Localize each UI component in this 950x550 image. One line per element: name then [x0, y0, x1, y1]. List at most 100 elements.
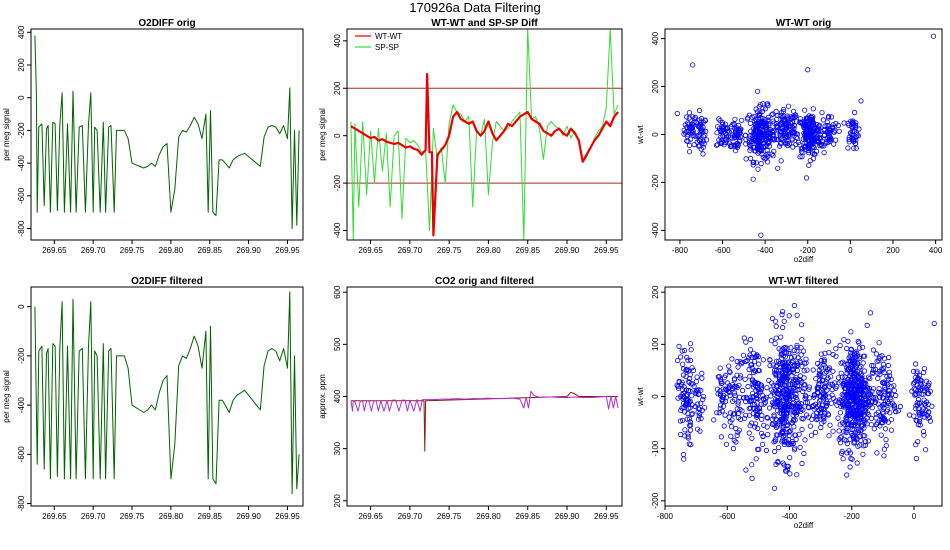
data-point — [781, 318, 787, 324]
data-point — [698, 115, 705, 122]
data-point — [681, 347, 688, 354]
data-point — [781, 117, 788, 123]
data-point — [755, 353, 761, 360]
y-tick-label: 300 — [333, 441, 342, 455]
data-point — [910, 381, 917, 387]
y-axis-label: per meg signal — [2, 370, 11, 423]
data-point — [799, 336, 805, 343]
data-point — [685, 357, 691, 363]
data-point — [754, 405, 760, 411]
data-point — [686, 149, 693, 155]
y-axis-label: per meg signal — [318, 108, 327, 161]
data-point — [796, 431, 802, 437]
data-point — [721, 423, 727, 429]
data-point — [884, 408, 890, 414]
series-line-sp-sp — [350, 29, 619, 240]
data-point — [782, 439, 788, 445]
data-point — [718, 434, 725, 440]
data-point — [921, 432, 927, 438]
series-line-wt-wt — [350, 72, 619, 237]
data-point — [784, 122, 790, 128]
data-point — [817, 393, 824, 399]
data-point — [814, 384, 820, 391]
data-point — [780, 460, 786, 466]
data-point — [792, 445, 798, 451]
data-point — [783, 416, 789, 422]
data-point — [749, 435, 755, 441]
data-point — [842, 404, 849, 410]
data-point — [755, 166, 761, 172]
data-point — [752, 128, 759, 134]
data-point — [810, 106, 817, 112]
data-point — [806, 162, 812, 168]
data-point — [888, 384, 894, 390]
data-point — [720, 386, 726, 392]
data-point — [683, 398, 690, 404]
data-point — [742, 376, 748, 382]
data-point — [747, 336, 754, 342]
data-point — [825, 338, 832, 345]
data-point — [781, 441, 788, 447]
data-point — [785, 103, 792, 109]
data-point — [821, 150, 827, 156]
data-point — [775, 112, 781, 119]
data-point — [826, 126, 832, 132]
data-point — [851, 432, 857, 438]
data-point — [766, 121, 772, 127]
data-point — [830, 428, 836, 434]
series-line-orig — [350, 391, 619, 452]
data-point — [788, 345, 794, 351]
data-point — [835, 375, 842, 381]
x-tick-label: 269.65 — [358, 512, 383, 521]
data-point — [877, 394, 883, 400]
data-point — [792, 363, 798, 369]
data-point — [758, 384, 765, 390]
y-tick-label: 0 — [333, 133, 342, 138]
y-axis-label: wt-wt — [636, 124, 645, 144]
data-point — [803, 400, 809, 406]
data-point — [749, 361, 755, 368]
data-point — [914, 368, 920, 374]
data-point — [682, 427, 688, 433]
data-point — [847, 382, 854, 388]
y-tick-label: 200 — [651, 285, 660, 299]
data-point — [724, 380, 731, 386]
data-point — [861, 408, 868, 414]
data-point — [787, 350, 793, 357]
data-point — [685, 388, 692, 394]
data-point — [723, 140, 729, 146]
data-point — [774, 391, 780, 397]
data-point — [921, 414, 928, 420]
data-point — [796, 404, 802, 410]
y-tick-label: -200 — [651, 492, 660, 509]
data-point — [794, 367, 800, 374]
data-point — [860, 423, 866, 429]
data-point — [826, 129, 832, 136]
data-point — [773, 323, 779, 329]
x-tick-label: -600 — [715, 246, 732, 255]
y-axis-label: wt-wt — [636, 386, 645, 406]
data-point — [797, 154, 803, 160]
data-point — [747, 147, 753, 153]
data-point — [748, 362, 754, 368]
data-point — [762, 133, 768, 140]
data-point — [693, 119, 699, 126]
y-tick-label: -600 — [17, 187, 26, 204]
data-point — [823, 140, 829, 146]
data-point — [837, 422, 843, 428]
data-point — [865, 438, 872, 444]
data-point — [749, 390, 756, 396]
data-point — [783, 375, 790, 381]
data-point — [754, 88, 761, 94]
data-point — [798, 345, 804, 351]
data-point — [729, 356, 735, 362]
data-point — [831, 141, 837, 147]
x-tick-label: 269.95 — [594, 512, 619, 521]
data-point — [760, 101, 766, 107]
data-point — [735, 411, 741, 417]
data-point — [745, 383, 751, 390]
data-point — [775, 388, 782, 394]
data-point — [695, 405, 701, 411]
data-point — [847, 372, 853, 378]
